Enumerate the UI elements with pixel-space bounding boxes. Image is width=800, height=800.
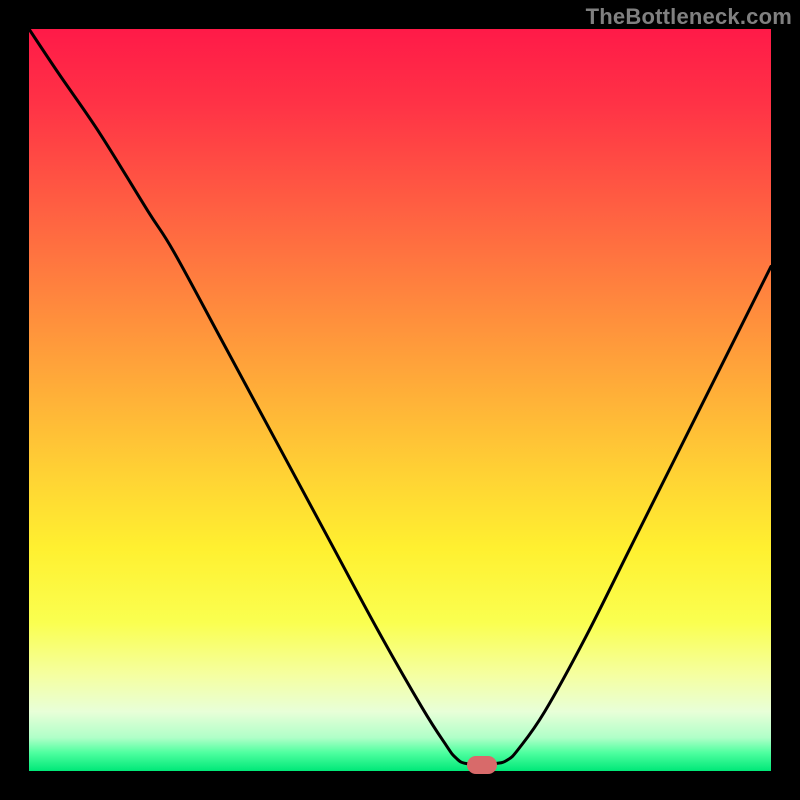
chart-container: TheBottleneck.com: [0, 0, 800, 800]
bottleneck-chart: [0, 0, 800, 800]
optimal-marker: [467, 756, 497, 774]
watermark-text: TheBottleneck.com: [586, 4, 792, 30]
